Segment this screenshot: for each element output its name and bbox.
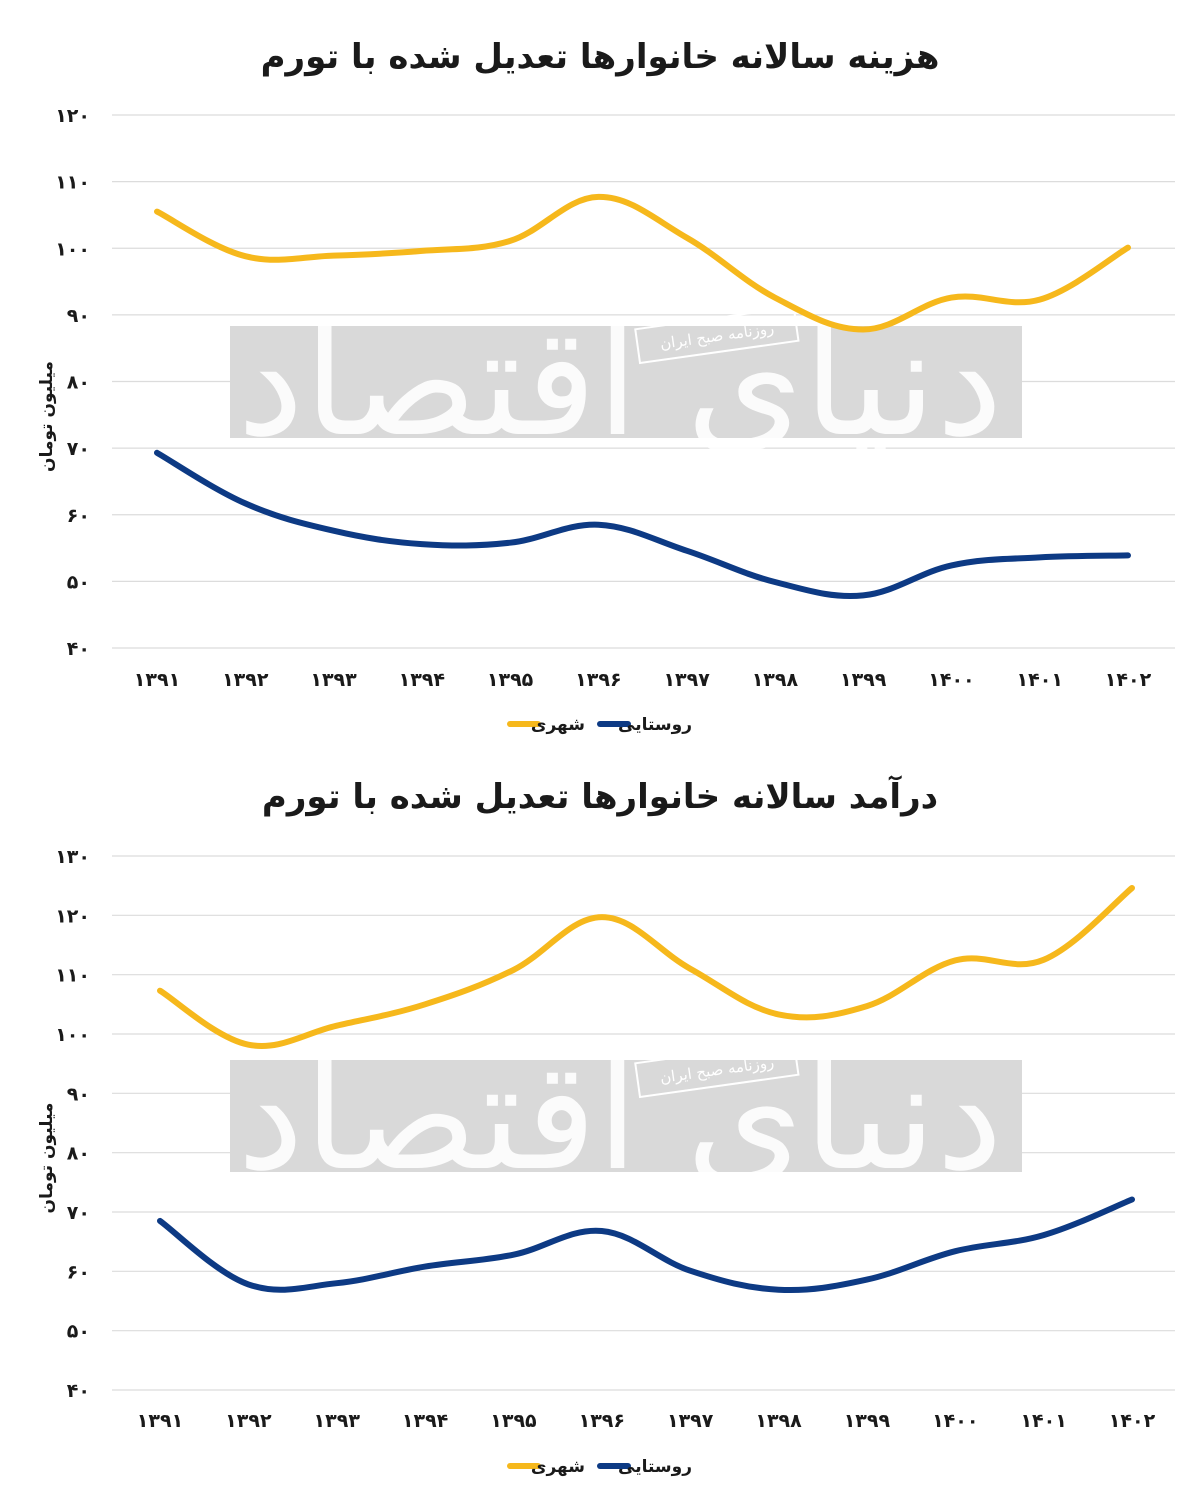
x-tick-label: ۱۳۹۱	[134, 669, 180, 691]
y-tick-label: ۱۳۰	[55, 846, 90, 868]
chart-title: هزینه سالانه خانوارها تعدیل شده با تورم	[261, 37, 940, 77]
y-tick-label: ۵۰	[67, 1321, 90, 1343]
x-tick-label: ۱۳۹۴	[402, 1410, 448, 1432]
chart-title: درآمد سالانه خانوارها تعدیل شده با تورم	[262, 775, 938, 817]
y-axis-label: میلیون تومان	[37, 1103, 57, 1214]
x-tick-label: ۱۴۰۱	[1017, 669, 1063, 691]
x-tick-label: ۱۳۹۴	[399, 669, 445, 691]
y-tick-label: ۱۲۰	[55, 105, 90, 127]
y-tick-label: ۱۰۰	[55, 238, 90, 260]
expense-chart-panel: هزینه سالانه خانوارها تعدیل شده با تورم ۴…	[37, 37, 1175, 735]
x-tick-label: ۱۳۹۶	[579, 1410, 625, 1432]
x-tick-label: ۱۳۹۳	[310, 669, 357, 691]
y-tick-label: ۴۰	[67, 638, 90, 660]
x-tick-label: ۱۳۹۱	[137, 1410, 183, 1432]
y-tick-label: ۷۰	[67, 438, 90, 460]
series-line-urban	[154, 193, 1131, 333]
x-tick-label: ۱۴۰۰	[928, 669, 974, 691]
x-tick-label: ۱۳۹۲	[222, 669, 269, 691]
y-tick-label: ۱۱۰	[55, 172, 90, 194]
x-tick-label: ۱۳۹۹	[840, 669, 887, 691]
y-tick-label: ۱۲۰	[55, 905, 90, 927]
x-tick-label: ۱۴۰۱	[1020, 1410, 1066, 1432]
x-tick-label: ۱۴۰۲	[1109, 1410, 1156, 1432]
x-tick-label: ۱۳۹۵	[490, 1410, 537, 1432]
legend-label: شهری	[531, 1457, 585, 1477]
y-tick-label: ۶۰	[67, 505, 90, 527]
legend: شهری روستایی	[507, 715, 692, 735]
y-axis-label: میلیون تومان	[37, 361, 57, 472]
series-line-urban	[157, 885, 1135, 1049]
y-tick-label: ۱۰۰	[55, 1024, 90, 1046]
income-chart-panel: درآمد سالانه خانوارها تعدیل شده با تورم ۴…	[0, 752, 1200, 1504]
x-tick-label: ۱۴۰۲	[1105, 669, 1152, 691]
x-tick-label: ۱۴۰۰	[932, 1410, 978, 1432]
x-tick-label: ۱۳۹۹	[844, 1410, 891, 1432]
y-tick-label: ۸۰	[67, 1143, 90, 1165]
y-tick-label: ۹۰	[67, 1083, 90, 1105]
y-tick-label: ۷۰	[67, 1202, 90, 1224]
x-tick-label: ۱۳۹۶	[575, 669, 621, 691]
y-tick-label: ۹۰	[67, 305, 90, 327]
x-tick-label: ۱۳۹۷	[667, 1410, 714, 1432]
x-tick-label: ۱۳۹۲	[225, 1410, 272, 1432]
series-line-rural	[157, 1196, 1135, 1293]
y-tick-label: ۸۰	[67, 372, 90, 394]
y-tick-label: ۱۱۰	[55, 965, 90, 987]
x-tick-label: ۱۳۹۵	[487, 669, 534, 691]
y-tick-label: ۶۰	[67, 1261, 90, 1283]
y-tick-label: ۵۰	[67, 571, 90, 593]
income-chart: درآمد سالانه خانوارها تعدیل شده با تورم ۴…	[37, 775, 1175, 1477]
legend-label: شهری	[531, 715, 585, 735]
svg-text:دنیای اقتصاد: دنیای اقتصاد	[237, 1030, 1003, 1204]
y-tick-label: ۴۰	[67, 1380, 90, 1402]
legend-label: روستایی	[618, 1457, 692, 1477]
x-tick-label: ۱۳۹۸	[755, 1410, 802, 1432]
x-tick-label: ۱۳۹۸	[752, 669, 799, 691]
x-tick-label: ۱۳۹۷	[663, 669, 710, 691]
series-line-rural	[154, 449, 1131, 599]
legend: شهری روستایی	[507, 1457, 692, 1477]
legend-label: روستایی	[618, 715, 692, 735]
svg-text:دنیای اقتصاد: دنیای اقتصاد	[237, 296, 1003, 470]
expense-chart: هزینه سالانه خانوارها تعدیل شده با تورم ۴…	[37, 37, 1175, 735]
x-tick-label: ۱۳۹۳	[314, 1410, 361, 1432]
